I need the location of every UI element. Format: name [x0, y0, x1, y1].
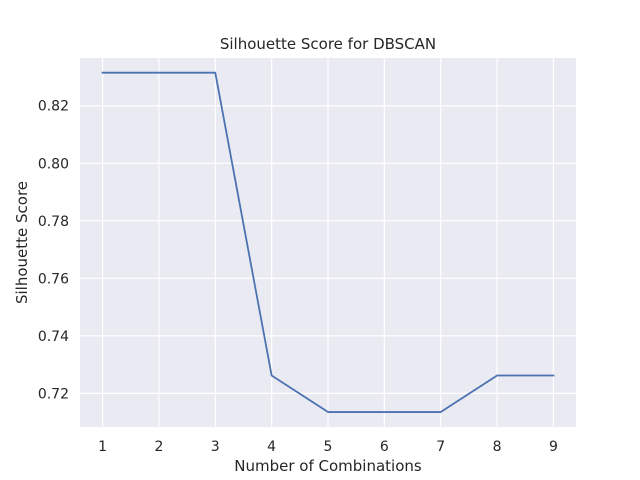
- x-tick-label: 4: [267, 439, 276, 455]
- y-tick-label: 0.72: [38, 386, 69, 402]
- y-tick-labels: 0.72 0.74 0.76 0.78 0.80 0.82: [38, 99, 69, 403]
- chart-title: Silhouette Score for DBSCAN: [220, 35, 436, 53]
- y-axis-label: Silhouette Score: [13, 181, 31, 304]
- y-tick-label: 0.78: [38, 214, 69, 230]
- x-tick-label: 1: [98, 439, 107, 455]
- y-tick-label: 0.74: [38, 329, 69, 345]
- y-tick-label: 0.80: [38, 156, 69, 172]
- x-tick-label: 6: [380, 439, 389, 455]
- x-gridlines: [101, 58, 555, 427]
- x-axis-label: Number of Combinations: [234, 457, 422, 475]
- x-tick-label: 9: [549, 439, 558, 455]
- x-tick-label: 2: [154, 439, 163, 455]
- series-line: [101, 71, 555, 413]
- y-tick-label: 0.82: [38, 99, 69, 115]
- y-tick-label: 0.76: [38, 271, 69, 287]
- x-tick-label: 7: [436, 439, 445, 455]
- x-tick-label: 8: [493, 439, 502, 455]
- x-tick-label: 5: [324, 439, 333, 455]
- x-tick-labels: 1 2 3 4 5 6 7 8 9: [98, 439, 558, 455]
- y-gridlines: [80, 105, 576, 394]
- x-tick-label: 3: [211, 439, 220, 455]
